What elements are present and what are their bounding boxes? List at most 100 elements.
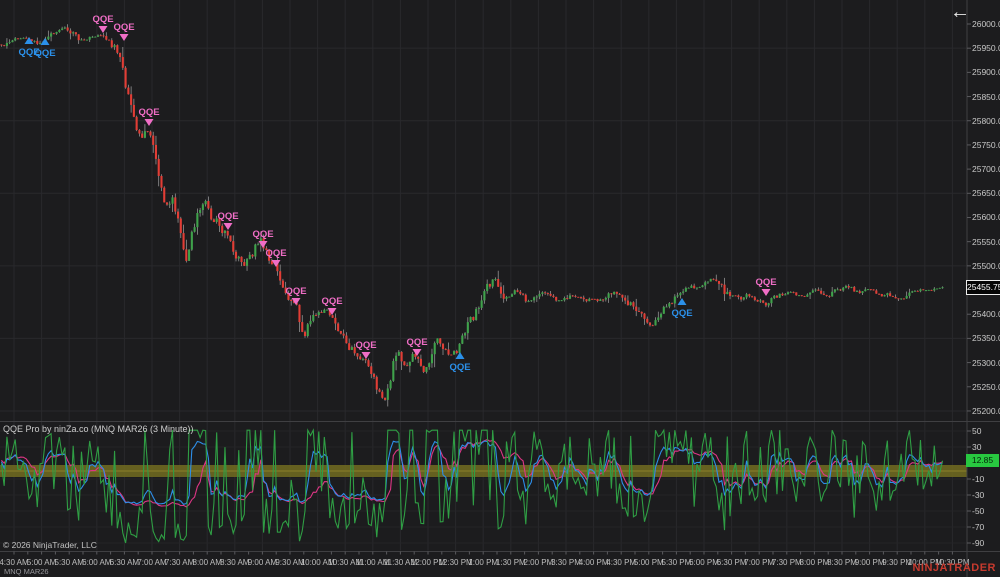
time-tick-label: 6:30 PM [716, 558, 747, 567]
oscillator-tick-label: -90 [972, 538, 985, 548]
price-tick-label: 25750.00 [972, 139, 1000, 150]
svg-text:QQE: QQE [355, 340, 376, 351]
sell-signal: QQE [252, 229, 274, 248]
price-tick-label: 25500.00 [972, 260, 1000, 271]
last-price-marker: 25455.75 [966, 280, 1000, 296]
time-axis[interactable]: 4:30 AM 5:00 AM 5:30 AM 6:00 AM 6:30 AM 7:00 … [0, 553, 970, 577]
sell-signal: QQE [406, 337, 428, 356]
price-tick-label: 25950.00 [972, 43, 1000, 54]
oscillator-tick-label: -70 [972, 522, 985, 532]
buy-signal: QQE [671, 298, 693, 319]
time-tick-label: 5:00 AM [26, 558, 57, 567]
time-tick-label: 11:30 AM [383, 558, 417, 567]
time-tick-label: 9:00 PM [854, 558, 885, 567]
oscillator-tick-label: -30 [972, 490, 985, 500]
sell-signal: QQE [265, 248, 287, 267]
time-tick-label: 2:00 PM [523, 558, 554, 567]
price-tick-label: 25550.00 [972, 236, 1000, 247]
time-tick-label: 5:30 PM [661, 558, 692, 567]
sell-signal: QQE [355, 340, 377, 359]
time-tick-label: 9:00 AM [247, 558, 278, 567]
buy-signal: QQE [18, 37, 40, 58]
sell-signal: QQE [138, 107, 160, 126]
time-tick-label: 8:30 PM [827, 558, 857, 567]
price-tick-label: 25850.00 [972, 91, 1000, 102]
sell-signal: QQE [285, 286, 307, 305]
time-tick-label: 4:30 AM [0, 558, 29, 567]
copyright-text: © 2026 NinjaTrader, LLC [3, 540, 97, 550]
time-tick-label: 8:00 AM [192, 558, 222, 567]
time-tick-label: 3:30 PM [551, 558, 581, 567]
svg-text:QQE: QQE [285, 286, 306, 297]
buy-signal: QQE [449, 352, 471, 373]
price-tick-label: 25250.00 [972, 381, 1000, 392]
sell-signal: QQE [321, 296, 343, 315]
buy-signal: QQE [34, 38, 56, 59]
svg-text:QQE: QQE [265, 248, 286, 259]
price-tick-label: 25400.00 [972, 309, 1000, 320]
svg-text:QQE: QQE [113, 22, 134, 33]
price-tick-label: 25200.00 [972, 405, 1000, 416]
time-tick-label: 1:00 PM [468, 558, 499, 567]
oscillator-axis[interactable]: 50 30 -10 -30 -50 -70 -90 [968, 422, 1000, 551]
time-tick-label: 10:30 AM [328, 558, 363, 567]
sell-signal: QQE [113, 22, 135, 41]
price-tick-label: 25800.00 [972, 115, 1000, 126]
time-tick-label: 1:30 PM [495, 558, 526, 567]
time-tick-label: 5:30 AM [54, 558, 84, 567]
time-tick-label: 9:30 PM [882, 558, 913, 567]
time-tick-label: 4:30 PM [606, 558, 637, 567]
svg-text:QQE: QQE [217, 211, 238, 222]
time-tick-label: 4:00 PM [578, 558, 609, 567]
ninjatrader-watermark: NINJATRADER [912, 562, 996, 574]
svg-text:QQE: QQE [449, 362, 470, 373]
svg-text:QQE: QQE [252, 229, 273, 240]
time-tick-label: 12:30 PM [438, 558, 473, 567]
time-tick-label: 6:30 AM [109, 558, 140, 567]
oscillator-value-marker: 12.85 [966, 453, 999, 467]
price-axis[interactable]: 26000.00 25950.00 25900.00 25850.00 25800.00… [968, 0, 1000, 421]
time-tick-label: 7:00 AM [137, 558, 167, 567]
time-tick-label: 6:00 PM [689, 558, 719, 567]
price-tick-label: 25650.00 [972, 188, 1000, 199]
time-tick-label: 9:30 AM [275, 558, 305, 567]
svg-text:QQE: QQE [138, 107, 159, 118]
sell-signal: QQE [755, 277, 777, 296]
sell-signal: QQE [217, 211, 239, 230]
time-tick-label: 6:00 AM [82, 558, 112, 567]
time-tick-label: 11:00 AM [356, 558, 390, 567]
oscillator-tick-label: 30 [972, 442, 982, 452]
scroll-to-latest-arrow-icon[interactable]: ← [950, 1, 970, 23]
svg-text:QQE: QQE [755, 277, 776, 288]
svg-text:QQE: QQE [92, 14, 113, 25]
oscillator-tick-label: -10 [972, 474, 985, 484]
price-tick-label: 25600.00 [972, 212, 1000, 223]
svg-text:QQE: QQE [18, 47, 39, 58]
price-tick-label: 25700.00 [972, 164, 1000, 175]
price-tick-label: 25300.00 [972, 357, 1000, 368]
svg-text:QQE: QQE [321, 296, 342, 307]
indicator-panel-title: QQE Pro by ninZa.co (MNQ MAR26 (3 Minute… [3, 424, 194, 434]
time-tick-label: 10:30 PM [935, 558, 970, 567]
time-tick-label: 10:00 AM [300, 558, 335, 567]
time-tick-label: 8:00 PM [799, 558, 830, 567]
price-tick-label: 25900.00 [972, 67, 1000, 78]
instrument-label: MNQ MAR26 [4, 567, 49, 576]
time-tick-label: 7:30 AM [164, 558, 195, 567]
svg-text:QQE: QQE [34, 48, 55, 59]
time-tick-label: 7:30 PM [771, 558, 802, 567]
price-tick-label: 26000.00 [972, 19, 1000, 29]
svg-text:QQE: QQE [406, 337, 427, 348]
time-tick-label: 10:00 PM [907, 558, 942, 567]
oscillator-tick-label: 50 [972, 426, 982, 436]
time-tick-label: 8:30 AM [220, 558, 250, 567]
time-tick-label: 12:00 PM [410, 558, 446, 567]
svg-text:QQE: QQE [671, 308, 692, 319]
price-tick-label: 25350.00 [972, 333, 1000, 344]
oscillator-tick-label: -50 [972, 506, 985, 516]
sell-signal: QQE [92, 14, 114, 33]
time-tick-label: 5:00 PM [633, 558, 664, 567]
time-tick-label: 7:00 PM [744, 558, 775, 567]
